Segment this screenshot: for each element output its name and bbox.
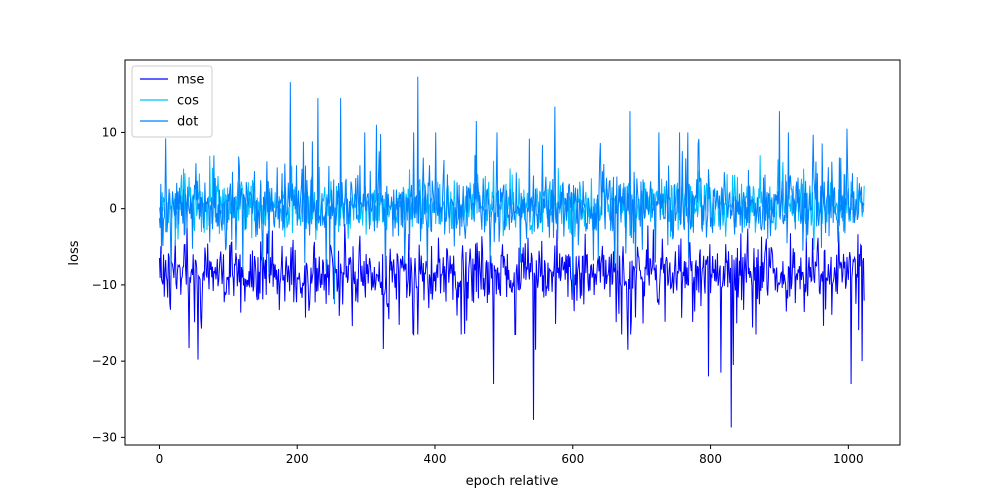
y-axis-label: loss	[67, 240, 82, 265]
x-tick-label: 800	[699, 452, 722, 466]
y-tick-label: 10	[102, 125, 117, 139]
x-tick-label: 400	[424, 452, 447, 466]
series-line-cos	[158, 155, 865, 250]
legend: mse cos dot	[131, 65, 213, 138]
legend-label-mse: mse	[177, 73, 204, 88]
x-tick-label: 200	[286, 452, 309, 466]
x-axis: 0 200 400 600 800 1000	[156, 445, 864, 466]
y-axis: −30 −20 −10 0 10	[92, 125, 125, 444]
legend-box	[131, 65, 213, 138]
plot-frame	[124, 59, 901, 446]
y-tick-label: −30	[92, 430, 117, 444]
legend-label-cos: cos	[177, 94, 199, 109]
y-tick-label: −20	[92, 354, 117, 368]
x-tick-label: 0	[156, 452, 164, 466]
series-layer	[158, 76, 865, 428]
x-tick-label: 600	[561, 452, 584, 466]
x-axis-label: epoch relative	[466, 474, 559, 489]
y-tick-label: 0	[109, 202, 117, 216]
x-tick-label: 1000	[833, 452, 864, 466]
series-line-mse	[158, 223, 865, 428]
y-tick-label: −10	[92, 278, 117, 292]
series-line-dot	[158, 76, 865, 305]
legend-label-dot: dot	[177, 115, 198, 130]
